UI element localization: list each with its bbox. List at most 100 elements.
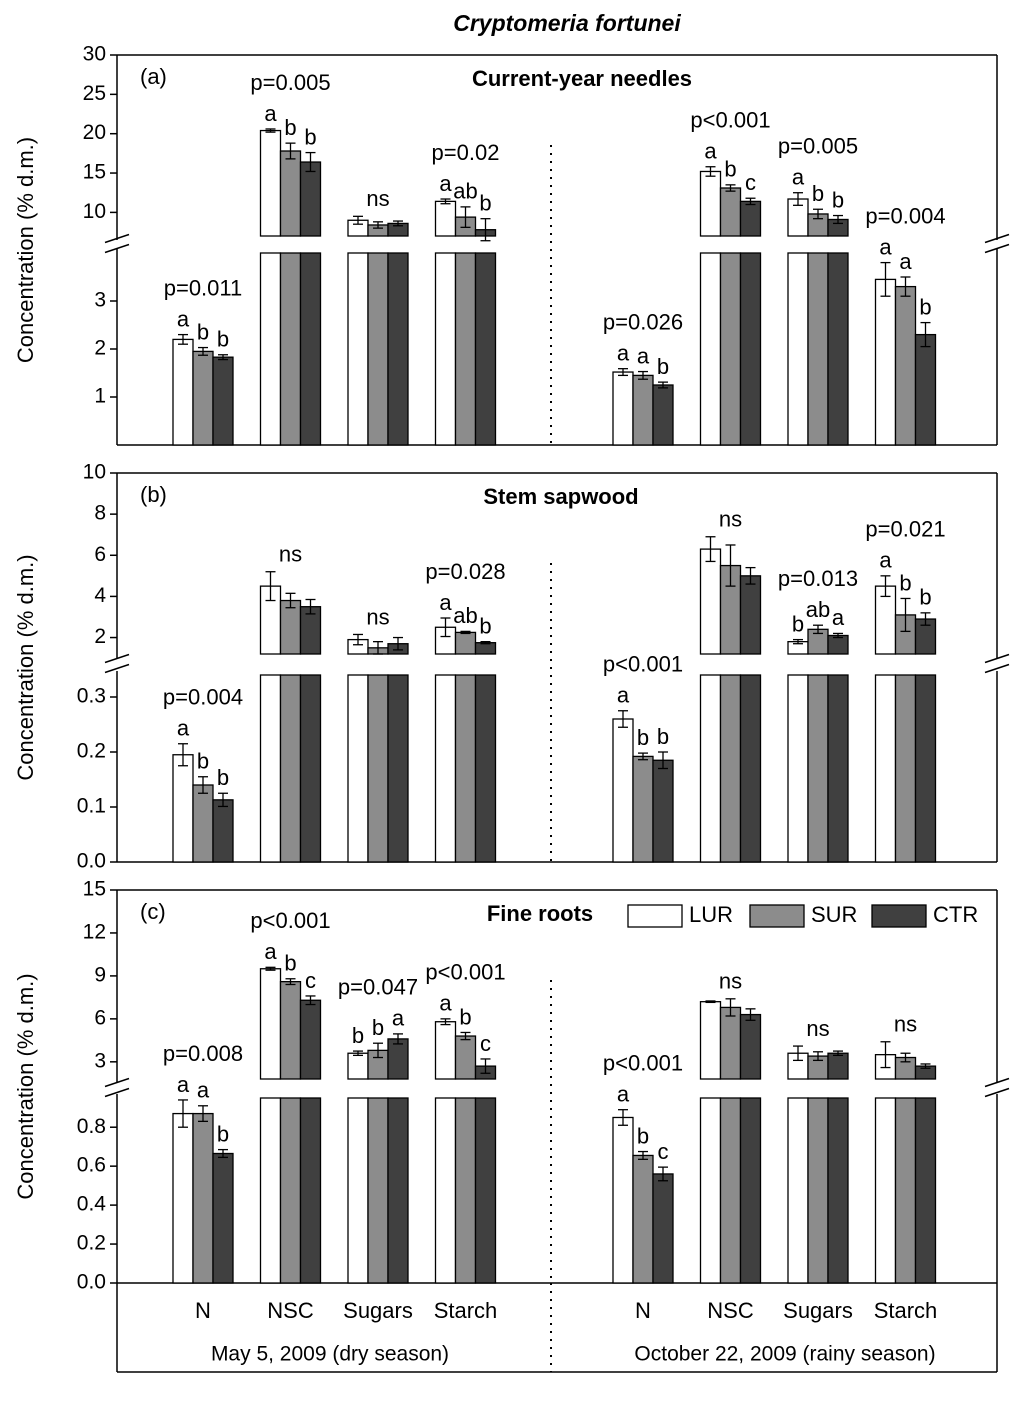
bar xyxy=(827,634,849,655)
error-bar xyxy=(480,641,491,645)
y-tick-label: 3 xyxy=(94,289,106,312)
significance-letter: a xyxy=(392,1006,405,1031)
y-tick-label: 0.0 xyxy=(77,1271,106,1294)
y-tick-label: 12 xyxy=(83,921,106,944)
significance-letter: c xyxy=(745,170,756,195)
error-bar xyxy=(353,633,363,646)
error-bar xyxy=(198,346,208,356)
bar xyxy=(299,161,322,237)
error-bar xyxy=(725,998,736,1017)
bar xyxy=(787,252,809,446)
y-tick-label: 15 xyxy=(83,878,106,901)
axis-break xyxy=(104,233,130,244)
error-bar xyxy=(705,536,716,563)
error-bar xyxy=(218,1148,228,1159)
error-bar xyxy=(353,1050,363,1057)
error-bar xyxy=(725,544,736,587)
significance-letter: b xyxy=(919,294,931,319)
bar xyxy=(367,674,389,863)
bar xyxy=(387,674,409,863)
bar xyxy=(367,1097,389,1284)
bar xyxy=(454,252,477,446)
error-bar xyxy=(900,597,911,633)
error-bar xyxy=(638,752,648,761)
error-bar xyxy=(178,333,188,345)
bottom-frame xyxy=(116,1283,998,1373)
panel-label: (a) xyxy=(140,64,167,89)
panel-label: (c) xyxy=(140,899,166,924)
error-bar xyxy=(725,184,736,192)
y-tick-label: 0.6 xyxy=(77,1154,106,1177)
y-tick-label: 20 xyxy=(83,121,106,144)
y-tick-label: 2 xyxy=(94,337,106,360)
y-tick-label: 0.0 xyxy=(77,850,106,873)
error-bar xyxy=(618,1109,628,1126)
p-value: ns xyxy=(806,1016,829,1041)
significance-letter: b xyxy=(657,354,669,379)
bar xyxy=(787,674,809,863)
error-bar xyxy=(305,151,316,173)
p-value: p=0.013 xyxy=(778,566,858,591)
p-value: p=0.047 xyxy=(338,975,418,1000)
significance-letter: a xyxy=(177,306,190,331)
x-tick-label: N xyxy=(635,1298,651,1323)
axis-break xyxy=(104,663,130,674)
axis-break xyxy=(984,243,1010,254)
error-bar xyxy=(745,566,756,585)
bar xyxy=(434,1021,457,1080)
y-tick-label: 1 xyxy=(94,385,106,408)
significance-letter: b xyxy=(724,157,736,182)
bar xyxy=(279,252,302,446)
significance-letter: c xyxy=(658,1139,669,1164)
y-tick-label: 4 xyxy=(94,584,106,607)
significance-letter: a xyxy=(617,683,630,708)
bar xyxy=(739,674,762,863)
bar xyxy=(652,1173,674,1284)
bar xyxy=(652,384,674,446)
error-bar xyxy=(793,1045,803,1062)
bar xyxy=(347,252,369,446)
significance-letter: a xyxy=(264,939,277,964)
error-bar xyxy=(793,638,803,645)
bar xyxy=(192,784,214,863)
axis-break xyxy=(984,653,1010,664)
error-bar xyxy=(833,632,843,639)
bar xyxy=(259,1097,282,1284)
bar xyxy=(894,285,917,446)
bar xyxy=(874,674,897,863)
error-bar xyxy=(460,630,471,635)
bar xyxy=(434,1097,457,1284)
bar xyxy=(719,252,742,446)
bar xyxy=(699,1001,722,1080)
p-value: p=0.021 xyxy=(865,517,945,542)
significance-letter: a xyxy=(832,605,845,630)
axis-break xyxy=(104,1077,130,1088)
axis-break xyxy=(984,1087,1010,1098)
bar xyxy=(827,1097,849,1284)
error-bar xyxy=(285,142,296,160)
p-value: p=0.02 xyxy=(432,140,500,165)
axis-break xyxy=(984,1077,1010,1088)
error-bar xyxy=(638,1150,648,1160)
significance-letter: b xyxy=(217,1121,229,1146)
bar xyxy=(279,674,302,863)
p-value: p=0.028 xyxy=(425,559,505,584)
x-tick-label: Starch xyxy=(874,1298,938,1323)
p-value: ns xyxy=(366,186,389,211)
error-bar xyxy=(920,321,931,348)
error-bar xyxy=(813,208,823,220)
bar xyxy=(827,1052,849,1080)
axis-break xyxy=(104,243,130,254)
bar xyxy=(739,1013,762,1080)
error-bar xyxy=(373,641,383,655)
error-bar xyxy=(480,218,491,242)
legend-swatch xyxy=(871,904,927,928)
error-bar xyxy=(198,776,208,794)
bar xyxy=(387,1038,409,1080)
bar xyxy=(299,252,322,446)
error-bar xyxy=(460,206,471,228)
bar xyxy=(612,371,634,446)
season-label: October 22, 2009 (rainy season) xyxy=(634,1343,935,1366)
bar xyxy=(172,1112,194,1284)
bar xyxy=(347,1052,369,1080)
